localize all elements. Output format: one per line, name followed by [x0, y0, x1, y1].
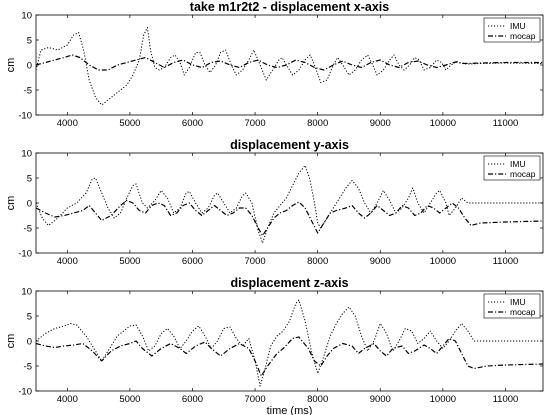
x-tick-label: 9000 — [370, 256, 391, 267]
y-tick-label: 5 — [27, 174, 32, 185]
legend-label-imu: IMU — [510, 21, 526, 31]
x-axis-label: time (ms) — [267, 405, 313, 415]
x-tick-label: 9000 — [370, 394, 391, 405]
x-tick-label: 8000 — [307, 256, 328, 267]
y-axis-label: cm — [5, 196, 17, 211]
plot-frame — [35, 152, 544, 254]
y-tick-label: -10 — [18, 387, 32, 398]
x-tick-label: 7000 — [245, 118, 266, 129]
x-tick-label: 6000 — [182, 394, 203, 405]
legend-label-imu: IMU — [510, 297, 526, 307]
plots: take m1r2t2 - displacement x-axis cm 4000 5… — [5, 0, 544, 415]
legend-label-mocap: mocap — [510, 307, 536, 317]
legend-box — [483, 17, 541, 43]
y-tick-label: 10 — [21, 11, 32, 22]
y-tick-label: 10 — [21, 149, 32, 160]
legend-box — [483, 293, 541, 319]
x-tick-label: 4000 — [57, 256, 78, 267]
legend-label-mocap: mocap — [510, 31, 536, 41]
x-tick-label: 8000 — [307, 118, 328, 129]
chart-title: displacement y-axis — [230, 138, 349, 152]
chart-title: take m1r2t2 - displacement x-axis — [190, 0, 389, 14]
x-tick-label: 6000 — [182, 118, 203, 129]
x-tick-label: 7000 — [245, 394, 266, 405]
x-tick-label: 10000 — [430, 394, 456, 405]
series-line-mocap — [36, 199, 543, 237]
legend-label-imu: IMU — [510, 159, 526, 169]
x-tick-label: 10000 — [430, 118, 456, 129]
x-tick-label: 7000 — [245, 256, 266, 267]
x-tick-label: 4000 — [57, 118, 78, 129]
legend-box — [483, 155, 541, 181]
y-tick-label: -5 — [24, 224, 32, 235]
x-tick-label: 11000 — [493, 256, 519, 267]
legend-label-mocap: mocap — [510, 169, 536, 179]
x-tick-label: 8000 — [307, 394, 328, 405]
x-tick-label: 4000 — [57, 394, 78, 405]
y-tick-label: 0 — [27, 337, 32, 348]
x-tick-label: 9000 — [370, 118, 391, 129]
x-tick-label: 5000 — [119, 256, 140, 267]
chart-panel-2: displacement y-axis cm 4000 5000 6000 7000 800… — [5, 138, 544, 267]
y-tick-label: -5 — [24, 362, 32, 373]
series-line-mocap — [36, 336, 543, 377]
chart-title: displacement z-axis — [230, 276, 348, 290]
y-tick-label: 0 — [27, 199, 32, 210]
y-tick-label: 5 — [27, 36, 32, 47]
y-tick-label: 10 — [21, 287, 32, 298]
x-tick-label: 6000 — [182, 256, 203, 267]
x-tick-label: 10000 — [430, 256, 456, 267]
series-line-imu — [36, 27, 543, 106]
series-line-mocap — [36, 54, 543, 71]
x-tick-label: 5000 — [119, 118, 140, 129]
series-line-imu — [36, 299, 543, 387]
x-tick-label: 11000 — [493, 118, 519, 129]
x-tick-label: 5000 — [119, 394, 140, 405]
y-tick-label: 0 — [27, 61, 32, 72]
y-tick-label: -5 — [24, 86, 32, 97]
x-tick-label: 11000 — [493, 394, 519, 405]
chart-panel-1: take m1r2t2 - displacement x-axis cm 4000 5… — [5, 0, 544, 129]
y-tick-label: 5 — [27, 312, 32, 323]
y-tick-label: -10 — [18, 111, 32, 122]
chart-panel-3: displacement z-axis cm 4000 5000 6000 7000 800… — [5, 276, 544, 415]
y-tick-label: -10 — [18, 249, 32, 260]
plot-frame — [35, 14, 544, 116]
y-axis-label: cm — [5, 58, 17, 73]
y-axis-label: cm — [5, 334, 17, 349]
